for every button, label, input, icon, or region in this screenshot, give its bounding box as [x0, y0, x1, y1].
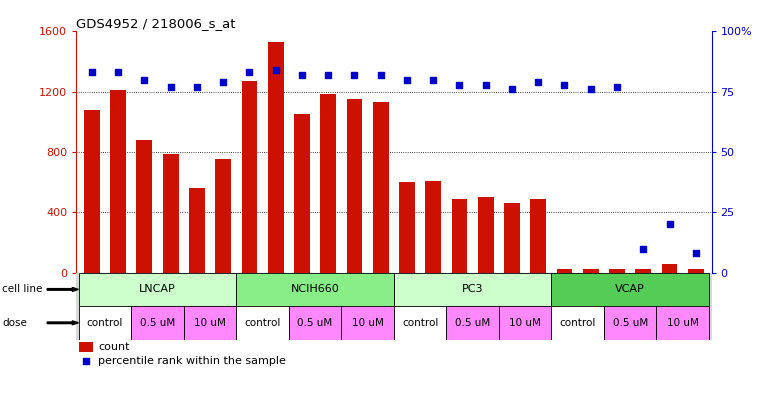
Bar	[447, 306, 499, 340]
Bar	[268, 42, 284, 273]
Text: 10 uM: 10 uM	[667, 318, 699, 328]
Text: 0.5 uM: 0.5 uM	[613, 318, 648, 328]
Point	[296, 72, 308, 78]
Point	[637, 245, 649, 252]
Bar	[552, 306, 604, 340]
Text: 10 uM: 10 uM	[352, 318, 384, 328]
Bar	[394, 273, 552, 306]
Bar	[236, 306, 288, 340]
Bar	[189, 188, 205, 273]
Bar	[499, 306, 552, 340]
Bar	[373, 102, 389, 273]
Text: dose: dose	[2, 318, 27, 328]
Point	[664, 221, 676, 228]
Bar	[451, 199, 467, 273]
Text: 0.5 uM: 0.5 uM	[140, 318, 175, 328]
Point	[584, 86, 597, 92]
Text: PC3: PC3	[462, 285, 483, 294]
Point	[532, 79, 544, 85]
Point	[191, 84, 203, 90]
Bar	[399, 182, 415, 273]
Point	[611, 84, 623, 90]
Point	[349, 72, 361, 78]
Bar	[136, 140, 152, 273]
Point	[454, 81, 466, 88]
Point	[112, 69, 124, 75]
Text: control: control	[402, 318, 438, 328]
Bar	[236, 273, 394, 306]
Text: 0.5 uM: 0.5 uM	[455, 318, 490, 328]
Text: count: count	[98, 342, 130, 352]
Text: 0.5 uM: 0.5 uM	[298, 318, 333, 328]
Text: cell line: cell line	[2, 285, 43, 294]
Bar	[688, 269, 704, 273]
Bar	[288, 306, 341, 340]
Bar	[241, 81, 257, 273]
Point	[86, 69, 98, 75]
Point	[427, 77, 439, 83]
Point	[244, 69, 256, 75]
Text: control: control	[244, 318, 281, 328]
Point	[269, 67, 282, 73]
Bar	[183, 306, 236, 340]
Bar	[661, 264, 677, 273]
Point	[322, 72, 334, 78]
Bar	[425, 182, 441, 273]
Bar	[163, 154, 179, 273]
Bar	[478, 197, 494, 273]
Bar	[341, 306, 394, 340]
Point	[139, 77, 151, 83]
Text: percentile rank within the sample: percentile rank within the sample	[98, 356, 286, 366]
Bar	[583, 269, 599, 273]
Bar	[657, 306, 709, 340]
Bar	[84, 110, 100, 273]
Bar	[110, 90, 126, 273]
Point	[559, 81, 571, 88]
Bar	[552, 273, 709, 306]
Bar	[604, 306, 657, 340]
Point	[506, 86, 518, 92]
Bar	[504, 203, 520, 273]
Text: GDS4952 / 218006_s_at: GDS4952 / 218006_s_at	[76, 17, 236, 30]
Text: NCIH660: NCIH660	[291, 285, 339, 294]
Bar	[320, 94, 336, 273]
Bar	[294, 114, 310, 273]
Text: control: control	[559, 318, 596, 328]
Bar	[635, 269, 651, 273]
Bar	[346, 99, 362, 273]
Point	[689, 250, 702, 257]
Bar	[131, 306, 183, 340]
Bar	[79, 342, 94, 353]
Bar	[556, 269, 572, 273]
Text: LNCAP: LNCAP	[139, 285, 176, 294]
Point	[164, 84, 177, 90]
Point	[80, 358, 92, 364]
Bar	[215, 159, 231, 273]
Text: 10 uM: 10 uM	[509, 318, 541, 328]
Point	[374, 72, 387, 78]
Bar	[394, 306, 447, 340]
Point	[479, 81, 492, 88]
Text: 10 uM: 10 uM	[194, 318, 226, 328]
Bar	[530, 199, 546, 273]
Bar	[78, 306, 131, 340]
Text: control: control	[87, 318, 123, 328]
Bar	[609, 269, 625, 273]
Text: VCAP: VCAP	[615, 285, 645, 294]
Point	[401, 77, 413, 83]
Point	[217, 79, 229, 85]
Bar	[78, 273, 236, 306]
